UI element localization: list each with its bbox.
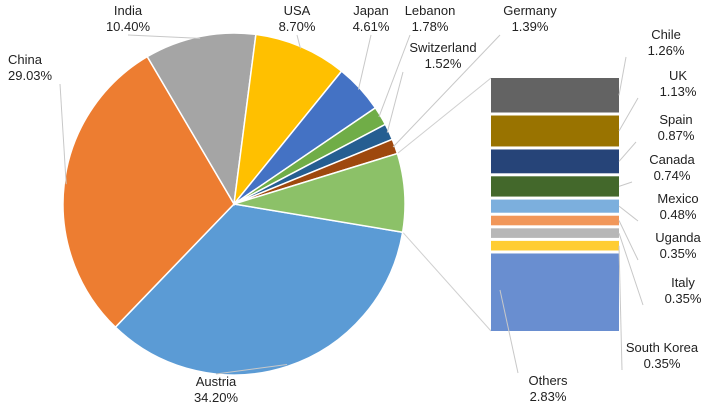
leader-india <box>127 34 201 39</box>
bar-label-spain-name: Spain <box>659 112 692 127</box>
pie-label-germany-value: 1.39% <box>512 19 549 34</box>
bar-segment-spain <box>491 149 619 174</box>
pie-slice-china <box>62 55 235 329</box>
pie-label-china-name: China <box>8 52 43 67</box>
bar-label-uganda-name: Uganda <box>655 230 701 245</box>
connector-top <box>397 77 492 154</box>
bar-label-spain-value: 0.87% <box>658 128 695 143</box>
bar-segment-italy <box>491 228 619 238</box>
bar-label-south-korea: South Korea 0.35% <box>626 340 699 371</box>
pie-slice-others <box>233 152 406 234</box>
pie-label-lebanon: Lebanon 1.78% <box>405 3 456 34</box>
pie-label-switzerland-name: Switzerland <box>409 40 476 55</box>
pie-label-india-name: India <box>114 3 143 18</box>
pie-label-germany-name: Germany <box>503 3 557 18</box>
leader-germany <box>392 34 501 148</box>
pie-label-japan-name: Japan <box>353 3 388 18</box>
leader-lebanon <box>378 34 411 118</box>
leader-usa <box>296 34 301 49</box>
bar-label-uk-name: UK <box>669 68 687 83</box>
pie-slice-india <box>146 32 257 207</box>
bar-segment-south-korea <box>491 240 619 251</box>
pie-label-japan-value: 4.61% <box>353 19 390 34</box>
pie-slice-usa <box>232 33 343 207</box>
bar-label-south-korea-value: 0.35% <box>644 356 681 371</box>
bar-label-chile-value: 1.26% <box>648 43 685 58</box>
bar-label-mexico-value: 0.48% <box>660 207 697 222</box>
bar-label-canada-value: 0.74% <box>654 168 691 183</box>
pie-label-china: China 29.03% <box>8 52 53 83</box>
pie-label-austria-value: 34.20% <box>194 390 239 405</box>
bar-segment-chile <box>491 78 619 113</box>
leader-bar-uk <box>618 97 639 132</box>
bar-label-chile-name: Chile <box>651 27 681 42</box>
leader-china <box>59 83 67 185</box>
leader-bar-south-korea <box>618 245 623 371</box>
bar-segment-canada <box>491 176 619 197</box>
bar-label-mexico-name: Mexico <box>657 191 698 206</box>
pie-label-india: India 10.40% <box>106 3 151 34</box>
bar-label-spain: Spain 0.87% <box>658 112 695 143</box>
pie-label-usa-name: USA <box>284 3 311 18</box>
pie-to-bar-connectors <box>397 77 492 332</box>
bar-label-italy-value: 0.35% <box>665 291 702 306</box>
bar-label-uk-value: 1.13% <box>660 84 697 99</box>
bar-label-italy: Italy 0.35% <box>665 275 702 306</box>
pie-slice-austria <box>114 203 404 376</box>
bar-label-italy-name: Italy <box>671 275 695 290</box>
pie-label-switzerland: Switzerland 1.52% <box>409 40 476 71</box>
pie-label-austria-name: Austria <box>196 374 237 389</box>
label-leader-lines <box>59 34 644 375</box>
pie-label-switzerland-value: 1.52% <box>425 56 462 71</box>
pie-label-austria: Austria 34.20% <box>194 374 239 405</box>
pie-label-lebanon-value: 1.78% <box>412 19 449 34</box>
pie-label-india-value: 10.40% <box>106 19 151 34</box>
leader-bar-spain <box>618 141 637 162</box>
bar-label-canada-name: Canada <box>649 152 695 167</box>
pie-label-japan: Japan 4.61% <box>353 3 390 34</box>
leader-bar-italy <box>618 232 644 306</box>
leader-bar-others <box>499 289 519 374</box>
leader-bar-chile <box>618 56 627 96</box>
connector-bottom <box>402 231 492 332</box>
bar-segments <box>491 78 619 331</box>
bar-label-others-value: 2.83% <box>530 389 567 404</box>
bar-label-south-korea-name: South Korea <box>626 340 699 355</box>
pie-label-lebanon-name: Lebanon <box>405 3 456 18</box>
bar-segment-uganda <box>491 215 619 226</box>
bar-segment-mexico <box>491 199 619 213</box>
leader-japan <box>357 34 372 90</box>
bar-label-uganda: Uganda 0.35% <box>655 230 701 261</box>
data-labels: Austria 34.20% China 29.03% India 10.40% USA 8.… <box>8 3 702 405</box>
bar-label-others: Others 2.83% <box>528 373 568 404</box>
pie-label-china-value: 29.03% <box>8 68 53 83</box>
bar-label-chile: Chile 1.26% <box>648 27 685 58</box>
leader-bar-mexico <box>618 205 639 222</box>
bar-label-uk: UK 1.13% <box>660 68 697 99</box>
pie-slices <box>62 32 406 376</box>
leader-austria <box>215 364 288 375</box>
leader-bar-canada <box>618 181 633 187</box>
bar-label-uganda-value: 0.35% <box>660 246 697 261</box>
bar-label-canada: Canada 0.74% <box>649 152 695 183</box>
pie-label-usa-value: 8.70% <box>279 19 316 34</box>
bar-label-others-name: Others <box>528 373 568 388</box>
leader-bar-uganda <box>618 220 639 261</box>
bar-segment-others <box>491 253 619 331</box>
leader-switzerland <box>386 71 404 133</box>
bar-label-mexico: Mexico 0.48% <box>657 191 698 222</box>
pie-label-usa: USA 8.70% <box>279 3 316 34</box>
bar-segment-uk <box>491 115 619 147</box>
pie-label-germany: Germany 1.39% <box>503 3 557 34</box>
